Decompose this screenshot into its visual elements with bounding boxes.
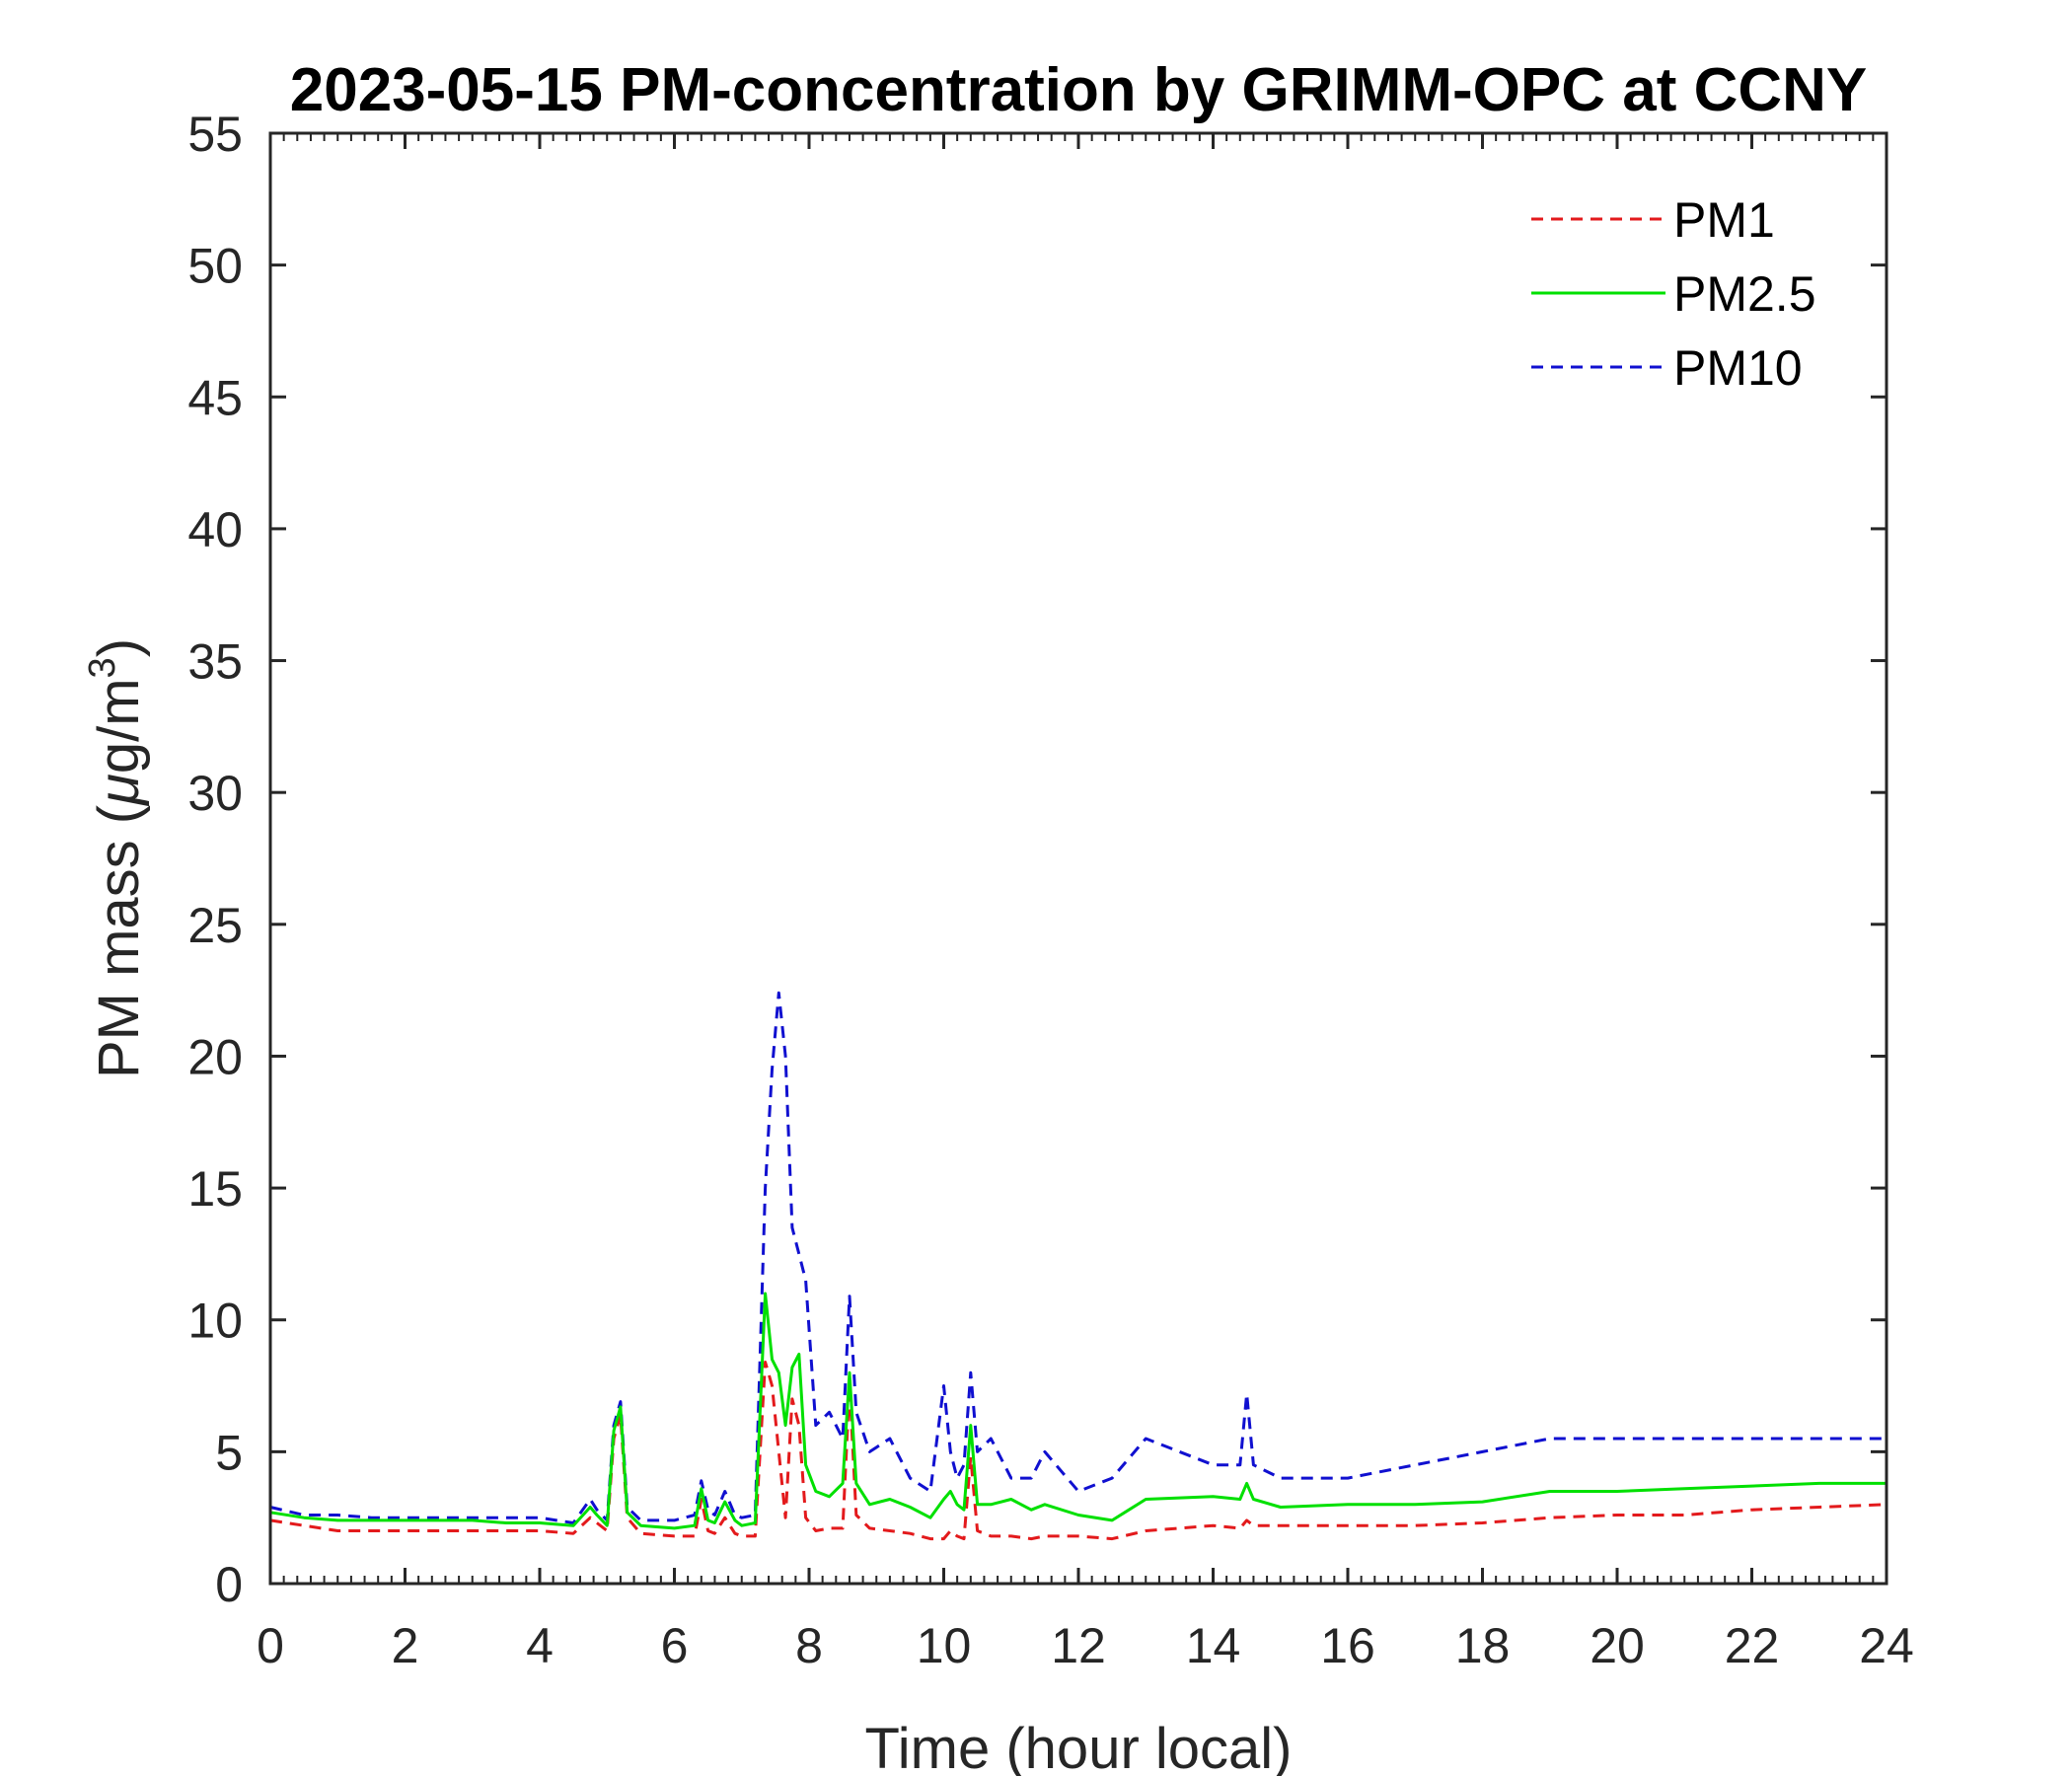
y-tick-label: 35 (187, 634, 243, 690)
x-tick-label: 18 (1455, 1618, 1511, 1673)
x-tick-label: 24 (1859, 1618, 1914, 1673)
x-tick-label: 12 (1051, 1618, 1106, 1673)
y-axis-label-unit: g/m (87, 678, 151, 774)
y-axis-label-main: PM mass ( (87, 805, 151, 1078)
legend-label-pm10: PM10 (1673, 340, 1803, 396)
x-tick-label: 16 (1320, 1618, 1375, 1673)
y-axis-ticks: 0 5 10 15 20 25 30 35 40 45 50 55 (187, 107, 1887, 1612)
x-tick-label: 22 (1725, 1618, 1780, 1673)
legend-label-pm1: PM1 (1673, 192, 1775, 248)
x-tick-label: 0 (257, 1618, 284, 1673)
x-tick-label: 2 (392, 1618, 419, 1673)
y-tick-label: 25 (187, 898, 243, 953)
y-tick-label: 40 (187, 502, 243, 557)
x-tick-label: 8 (795, 1618, 823, 1673)
y-tick-label: 0 (215, 1557, 243, 1612)
y-tick-label: 5 (215, 1425, 243, 1480)
x-tick-label: 20 (1590, 1618, 1645, 1673)
x-tick-label: 10 (917, 1618, 972, 1673)
series-line-pm2-5 (269, 1292, 1887, 1530)
plot-background (270, 133, 1887, 1584)
y-tick-label: 10 (187, 1294, 243, 1349)
x-tick-label: 6 (661, 1618, 689, 1673)
y-tick-label: 55 (187, 107, 243, 162)
y-axis-label: PM mass (μg/m3) (82, 638, 151, 1078)
x-tick-label: 14 (1186, 1618, 1241, 1673)
x-axis-ticks: 0 2 4 6 8 10 12 14 16 18 20 22 24 (257, 133, 1914, 1673)
legend-label-pm2-5: PM2.5 (1673, 266, 1816, 322)
y-axis-label-close: ) (87, 638, 151, 657)
y-tick-label: 15 (187, 1161, 243, 1217)
y-tick-label: 45 (187, 370, 243, 425)
y-tick-label: 50 (187, 239, 243, 294)
x-minor-ticks (282, 133, 1875, 1584)
x-tick-label: 4 (526, 1618, 554, 1673)
y-tick-label: 20 (187, 1029, 243, 1084)
series-layer (269, 991, 1887, 1541)
chart-title: 2023-05-15 PM-concentration by GRIMM-OPC… (290, 56, 1868, 124)
y-axis-label-superscript: 3 (82, 657, 123, 678)
y-axis-label-mu: μ (87, 774, 151, 807)
x-axis-label: Time (hour local) (865, 1717, 1293, 1776)
legend: PM1 PM2.5 PM10 (1531, 192, 1816, 396)
series-line-pm10 (269, 991, 1887, 1524)
series-line-pm1 (269, 1361, 1887, 1541)
y-tick-label: 30 (187, 766, 243, 821)
